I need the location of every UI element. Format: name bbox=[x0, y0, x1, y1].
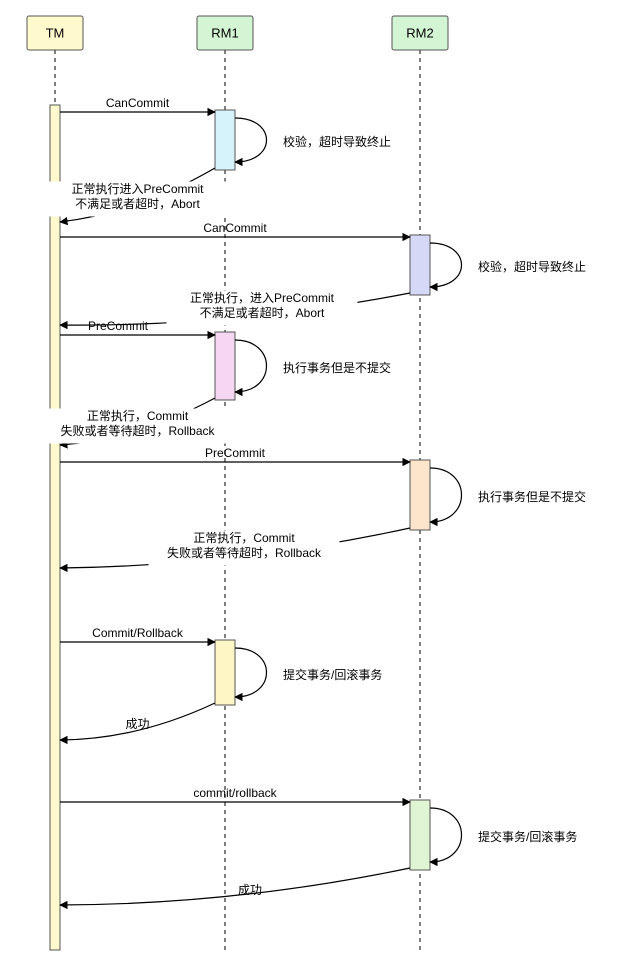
self-loop-label-4: 提交事务/回滚事务 bbox=[283, 667, 382, 682]
return-label-1-0: 正常执行，进入PreCommit bbox=[190, 291, 335, 305]
self-loop-4 bbox=[235, 648, 267, 697]
activation-4 bbox=[215, 640, 235, 705]
self-loop-5 bbox=[430, 808, 462, 862]
activation-3 bbox=[410, 460, 430, 530]
participant-label-rm1: RM1 bbox=[211, 25, 238, 40]
return-label-3-0: 正常执行，Commit bbox=[193, 531, 295, 545]
return-label-3-1: 失败或者等待超时，Rollback bbox=[167, 545, 322, 560]
self-loop-3 bbox=[430, 468, 462, 522]
return-label-5-0: 成功 bbox=[238, 883, 262, 897]
self-loop-label-5: 提交事务/回滚事务 bbox=[478, 829, 577, 844]
return-label-2-0: 正常执行，Commit bbox=[87, 409, 189, 423]
return-label-0-0: 正常执行进入PreCommit bbox=[71, 182, 204, 196]
return-label-0-1: 不满足或者超时，Abort bbox=[75, 196, 200, 211]
message-label-0: CanCommit bbox=[106, 96, 170, 110]
participant-label-rm2: RM2 bbox=[406, 25, 433, 40]
self-loop-label-3: 执行事务但是不提交 bbox=[478, 489, 586, 504]
return-label-2-1: 失败或者等待超时，Rollback bbox=[60, 423, 215, 438]
activation-2 bbox=[215, 332, 235, 400]
return-5 bbox=[60, 868, 410, 905]
activation-1 bbox=[410, 235, 430, 295]
sequence-diagram: TM RM1 RM2 CanCommit CanCommit PreCommit PreCo… bbox=[0, 0, 640, 954]
self-loop-label-1: 校验，超时导致终止 bbox=[478, 259, 586, 274]
self-loop-1 bbox=[430, 243, 462, 287]
self-loop-2 bbox=[235, 340, 267, 392]
participant-label-tm: TM bbox=[46, 25, 65, 40]
return-label-1-1: 不满足或者超时，Abort bbox=[200, 305, 325, 320]
message-label-1: CanCommit bbox=[203, 221, 267, 235]
activation-tm bbox=[50, 105, 60, 950]
return-label-4-0: 成功 bbox=[125, 717, 149, 731]
activation-5 bbox=[410, 800, 430, 870]
self-loop-label-2: 执行事务但是不提交 bbox=[283, 360, 391, 375]
message-label-3: PreCommit bbox=[205, 446, 266, 460]
message-label-5: commit/rollback bbox=[193, 786, 277, 800]
message-label-2: PreCommit bbox=[88, 319, 149, 333]
message-label-4: Commit/Rollback bbox=[92, 626, 184, 640]
activation-0 bbox=[215, 110, 235, 170]
self-loop-0 bbox=[235, 118, 267, 162]
self-loop-label-0: 校验，超时导致终止 bbox=[283, 134, 391, 149]
